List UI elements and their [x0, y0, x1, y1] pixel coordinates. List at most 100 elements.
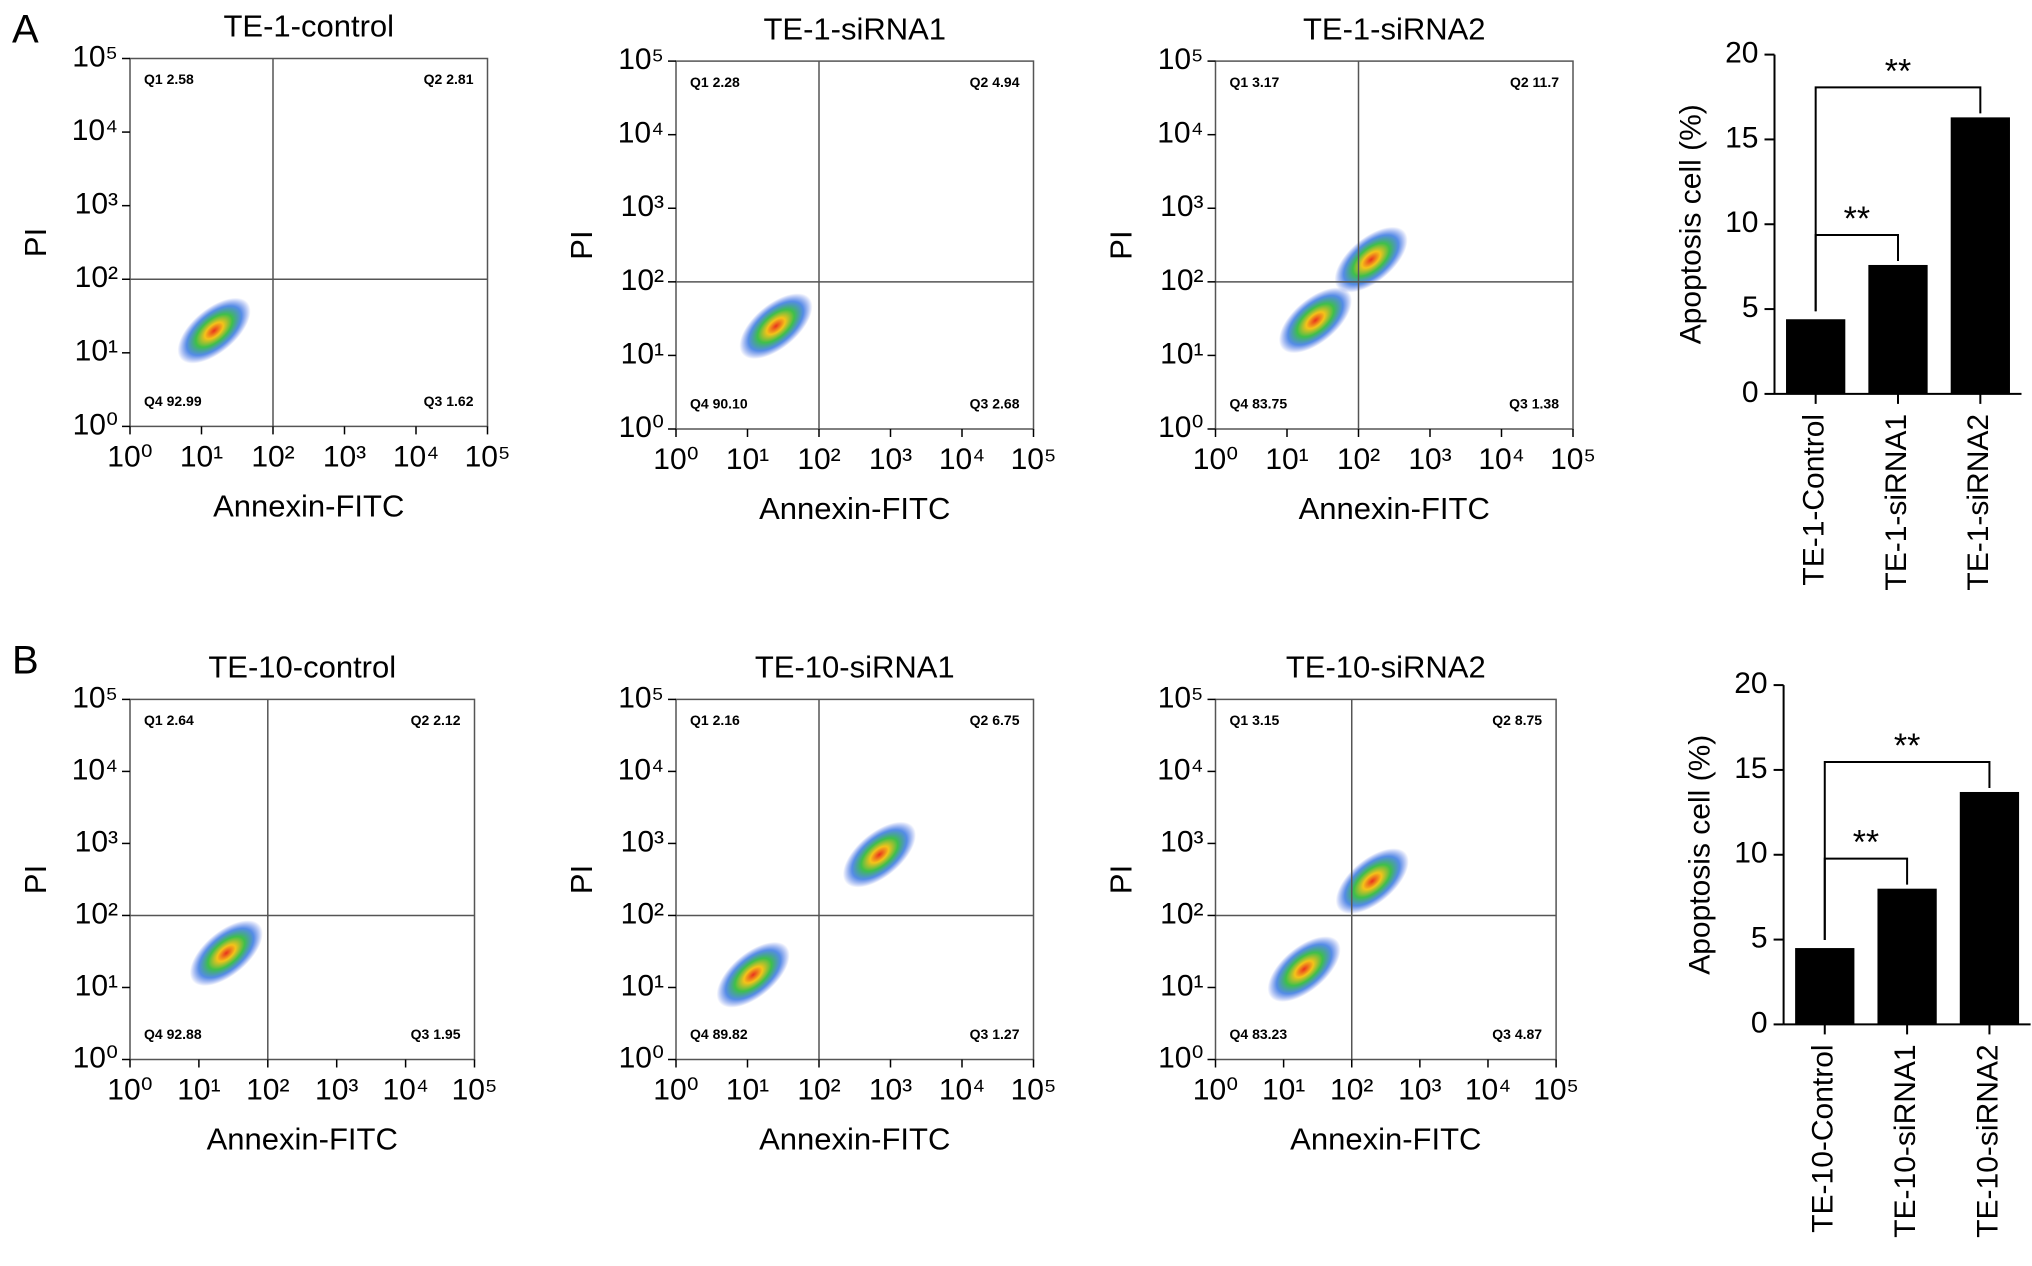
cell-cluster	[189, 920, 263, 987]
x-tick-label: 10⁴	[1478, 443, 1524, 476]
y-tick-label: 10¹	[75, 335, 118, 368]
y-axis-label: PI	[1104, 865, 1139, 894]
x-tick-label: 10³	[1398, 1073, 1441, 1106]
y-axis-label: PI	[18, 865, 53, 894]
quadrant-label: Q1 2.16	[690, 712, 740, 728]
x-axis-label: Annexin-FITC	[207, 1122, 398, 1157]
plot-frame	[675, 698, 1035, 1061]
y-tick-label: 10⁴	[1157, 753, 1203, 786]
significance-label: **	[1885, 52, 1911, 90]
y-tick-label: 10⁰	[1158, 411, 1203, 444]
x-tick-label: 10⁰	[653, 1073, 698, 1106]
x-tick-label: 10³	[323, 440, 366, 473]
x-tick-label: 10²	[1337, 443, 1380, 476]
quadrant-label: Q4 89.82	[690, 1026, 748, 1042]
y-tick-label: 10⁰	[1158, 1041, 1203, 1074]
chart-title: TE-1-control	[223, 9, 394, 44]
y-tick-label: 10²	[75, 897, 118, 930]
x-tick-label: TE-10-siRNA2	[1971, 1044, 2004, 1237]
y-tick-label: 0	[1751, 1006, 1768, 1039]
x-tick-label: 10⁰	[107, 1073, 152, 1106]
quadrant-label: Q4 83.23	[1230, 1026, 1288, 1042]
y-tick-label: 15	[1734, 752, 1767, 785]
x-axis-label: Annexin-FITC	[1290, 1122, 1481, 1157]
quadrant-label: Q2 6.75	[970, 712, 1020, 728]
y-tick-label: 10⁵	[618, 43, 664, 76]
quadrant-label: Q2 11.7	[1510, 74, 1559, 90]
quadrant-label: Q3 1.38	[1509, 396, 1559, 412]
x-axis-label: Annexin-FITC	[1299, 491, 1490, 526]
quadrant-label: Q2 4.94	[970, 74, 1020, 90]
y-tick-label: 10⁰	[73, 408, 118, 441]
chart-title: TE-1-siRNA2	[1303, 11, 1486, 46]
y-tick-label: 5	[1742, 291, 1759, 324]
quadrant-label: Q1 2.28	[690, 74, 740, 90]
cell-cluster	[1267, 936, 1341, 1003]
y-tick-label: 10¹	[1160, 337, 1203, 370]
cell-cluster	[1335, 848, 1409, 915]
x-tick-label: 10¹	[177, 1073, 220, 1106]
cell-cluster	[716, 941, 790, 1008]
x-tick-label: TE-10-siRNA1	[1889, 1044, 1922, 1237]
cell-cluster	[177, 297, 251, 364]
y-tick-label: 10	[1734, 837, 1767, 870]
y-tick-label: 10¹	[621, 969, 664, 1002]
x-tick-label: 10³	[315, 1073, 358, 1106]
x-tick-label: 10⁰	[1193, 1073, 1238, 1106]
quadrant-label: Q1 3.17	[1230, 74, 1280, 90]
y-tick-label: 10¹	[621, 337, 664, 370]
x-tick-label: 10¹	[180, 440, 223, 473]
x-tick-label: 10⁵	[1550, 443, 1596, 476]
y-axis-label: PI	[18, 228, 53, 257]
x-tick-label: 10⁵	[465, 440, 511, 473]
plot-frame	[1214, 60, 1574, 430]
y-tick-label: 5	[1751, 921, 1768, 954]
quadrant-label: Q3 1.27	[970, 1026, 1020, 1042]
quadrant-label: Q3 2.68	[970, 396, 1020, 412]
x-tick-label: 10⁴	[393, 440, 439, 473]
quadrant-label: Q3 1.95	[411, 1026, 461, 1042]
y-tick-label: 10⁴	[72, 753, 118, 786]
y-tick-label: 10³	[75, 188, 118, 221]
x-tick-label: 10⁰	[653, 443, 698, 476]
quadrant-label: Q3 4.87	[1492, 1026, 1542, 1042]
quadrant-label: Q4 92.99	[144, 393, 202, 409]
y-tick-label: 10⁵	[1158, 681, 1204, 714]
x-tick-label: TE-1-siRNA1	[1880, 414, 1913, 591]
significance-bracket	[1823, 760, 1991, 941]
x-tick-label: 10²	[246, 1073, 289, 1106]
plot-frame	[675, 60, 1035, 430]
x-tick-label: 10³	[869, 1073, 912, 1106]
y-tick-label: 10⁵	[72, 681, 118, 714]
x-axis-label: Annexin-FITC	[759, 1122, 950, 1157]
bar	[1786, 319, 1846, 394]
cell-cluster	[1278, 287, 1353, 354]
y-tick-label: 10⁵	[1158, 43, 1204, 76]
y-axis-label: Apoptosis cell (%)	[1674, 104, 1707, 344]
y-tick-label: 10³	[1160, 190, 1203, 223]
significance-bracket	[1814, 86, 1982, 312]
bar	[1868, 264, 1928, 394]
y-tick-label: 10³	[1160, 825, 1203, 858]
x-tick-label: 10²	[797, 443, 840, 476]
significance-label: **	[1853, 824, 1879, 862]
y-tick-label: 10⁴	[1157, 117, 1203, 150]
x-tick-label: 10⁵	[1011, 1073, 1057, 1106]
y-tick-label: 10¹	[75, 969, 118, 1002]
panel-letter: A	[12, 8, 39, 52]
x-tick-label: 10⁰	[107, 440, 152, 473]
y-tick-label: 10¹	[1160, 969, 1203, 1002]
y-tick-label: 10⁰	[619, 1041, 664, 1074]
x-tick-label: 10⁴	[1465, 1073, 1511, 1106]
x-axis-label: Annexin-FITC	[213, 489, 404, 524]
x-tick-label: 10⁴	[939, 443, 985, 476]
y-tick-label: 10⁴	[618, 753, 664, 786]
x-axis-label: Annexin-FITC	[759, 491, 950, 526]
y-tick-label: 10⁵	[618, 681, 664, 714]
y-tick-label: 10⁰	[619, 411, 664, 444]
y-tick-label: 10⁴	[72, 114, 118, 147]
y-tick-label: 10²	[75, 261, 118, 294]
quadrant-label: Q1 2.58	[144, 71, 194, 87]
y-axis-label: PI	[564, 230, 599, 259]
plot-frame	[129, 57, 489, 428]
